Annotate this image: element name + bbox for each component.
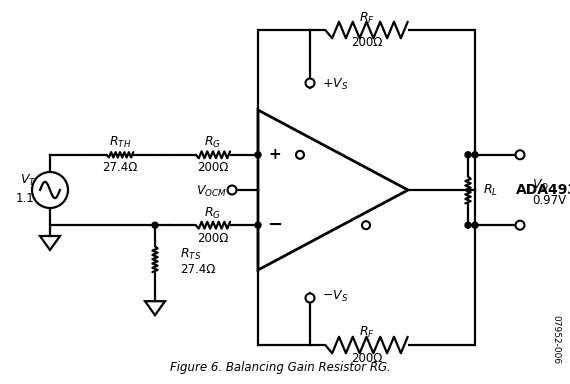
Text: $R_F$: $R_F$	[359, 10, 374, 26]
Circle shape	[152, 222, 158, 228]
Circle shape	[306, 293, 315, 303]
Text: $R_F$: $R_F$	[359, 324, 374, 339]
Text: ADA4937: ADA4937	[516, 183, 570, 197]
Circle shape	[465, 222, 471, 228]
Text: 200Ω: 200Ω	[351, 351, 382, 364]
Text: 1.1V: 1.1V	[15, 192, 42, 205]
Text: $R_L$: $R_L$	[483, 182, 498, 197]
Text: $R_{TH}$: $R_{TH}$	[109, 135, 131, 151]
Text: +: +	[268, 147, 282, 162]
Circle shape	[255, 222, 261, 228]
Circle shape	[306, 78, 315, 88]
Text: $R_{TS}$: $R_{TS}$	[180, 247, 201, 262]
Circle shape	[515, 221, 524, 230]
Text: 27.4Ω: 27.4Ω	[102, 161, 138, 174]
Circle shape	[465, 152, 471, 158]
Text: −: −	[267, 216, 283, 234]
Circle shape	[32, 172, 68, 208]
Text: $V_{TH}$: $V_{TH}$	[20, 172, 42, 187]
Text: 27.4Ω: 27.4Ω	[180, 263, 215, 276]
Text: 0.97V: 0.97V	[532, 194, 566, 207]
Text: $R_G$: $R_G$	[205, 206, 222, 221]
Circle shape	[472, 222, 478, 228]
Text: $V_O$: $V_O$	[532, 177, 549, 192]
Text: Figure 6. Balancing Gain Resistor RG.: Figure 6. Balancing Gain Resistor RG.	[169, 361, 390, 374]
Text: $-V_S$: $-V_S$	[322, 288, 348, 303]
Circle shape	[472, 152, 478, 158]
Circle shape	[296, 151, 304, 159]
Text: 200Ω: 200Ω	[197, 161, 229, 174]
Text: 200Ω: 200Ω	[197, 232, 229, 245]
Text: 200Ω: 200Ω	[351, 36, 382, 50]
Circle shape	[255, 152, 261, 158]
Text: $R_G$: $R_G$	[205, 135, 222, 151]
Text: 07952-006: 07952-006	[552, 315, 560, 364]
Text: $+V_S$: $+V_S$	[322, 76, 348, 91]
Circle shape	[362, 221, 370, 229]
Circle shape	[515, 150, 524, 159]
Text: $V_{OCM}$: $V_{OCM}$	[196, 184, 227, 199]
Circle shape	[227, 185, 237, 195]
